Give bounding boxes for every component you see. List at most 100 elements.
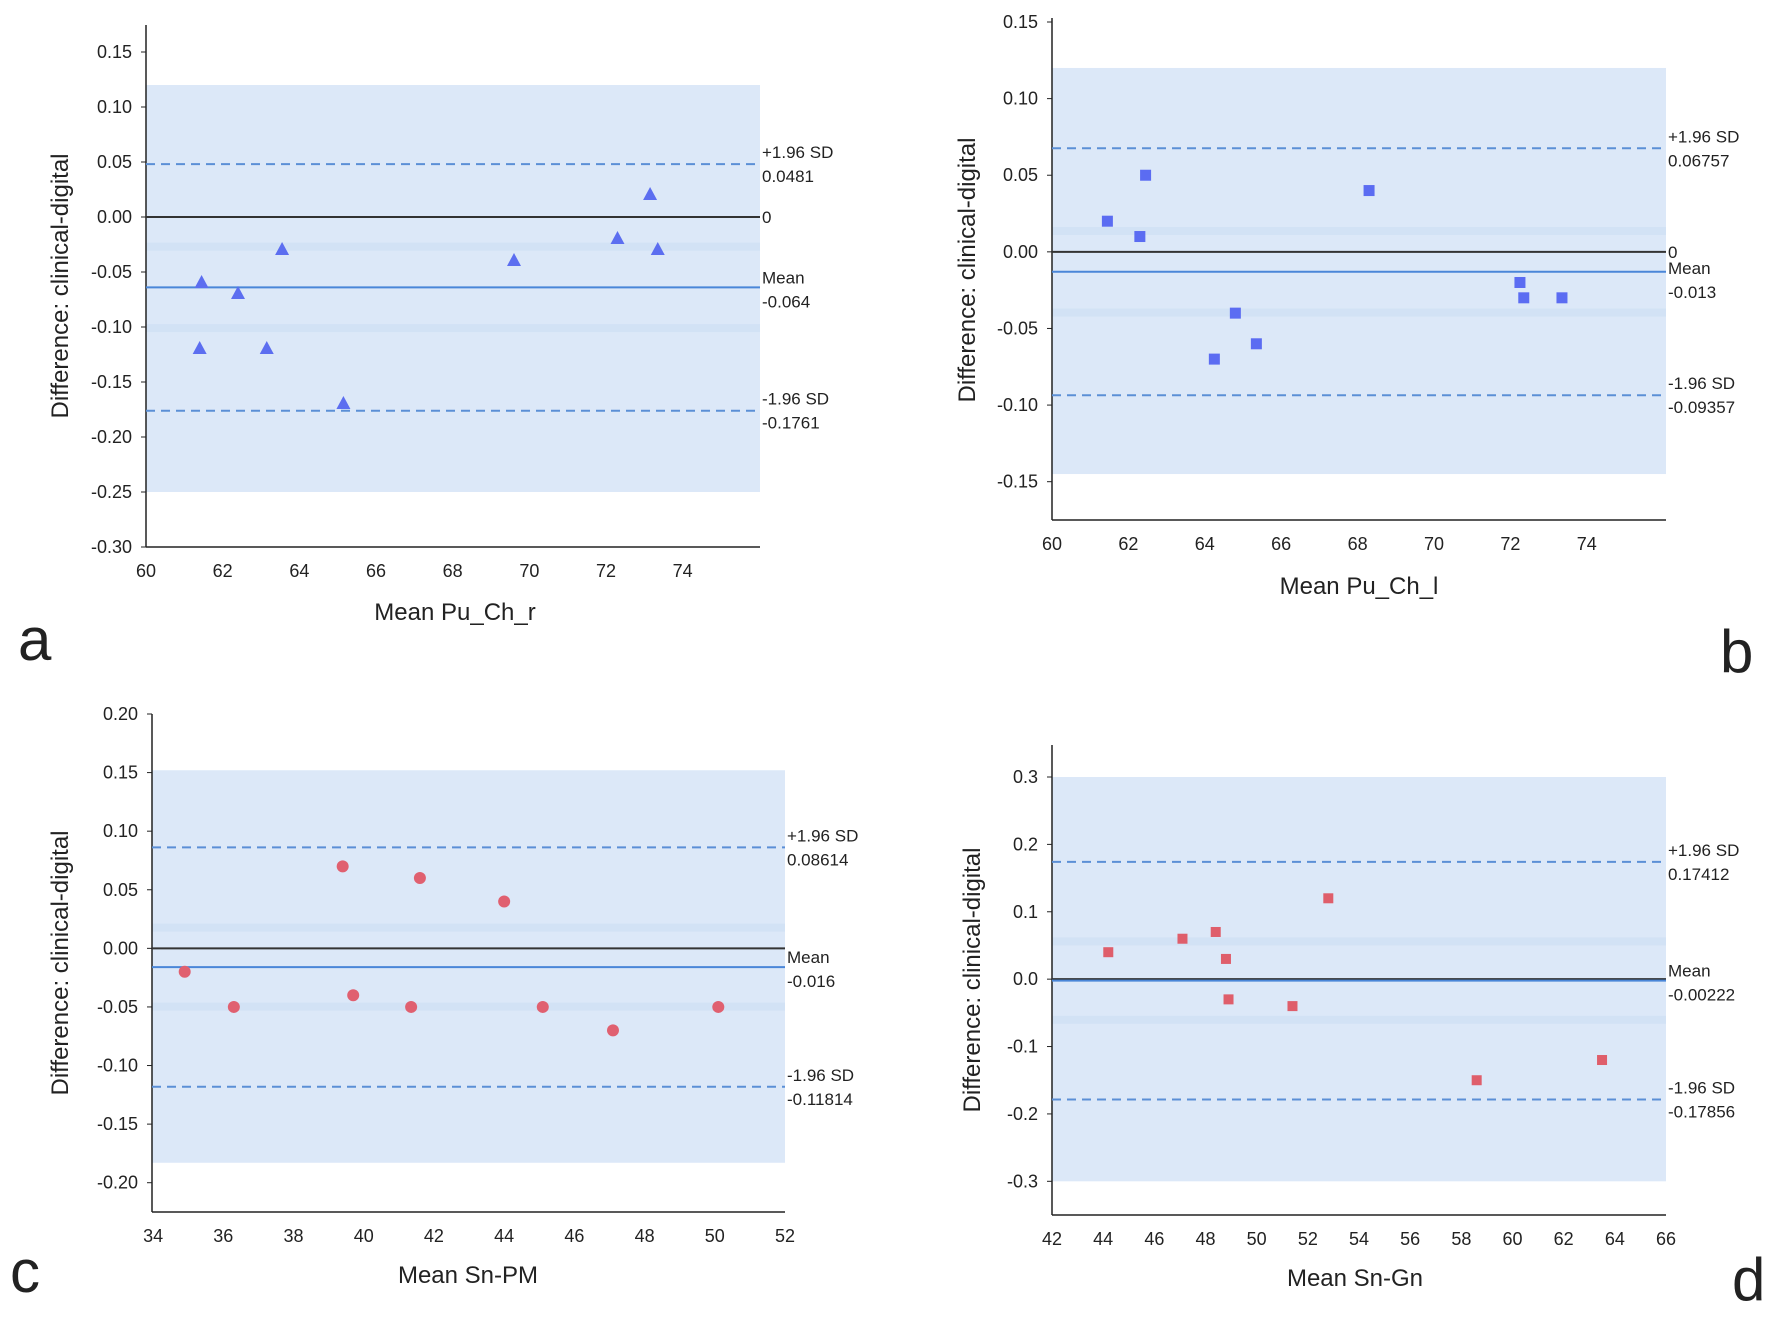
data-point [1223, 994, 1234, 1005]
agreement-band [146, 85, 760, 492]
y-axis-label: Difference: clinical-digital [954, 137, 981, 402]
panel-label: d [1732, 1246, 1765, 1313]
data-point [498, 895, 511, 908]
upper-limit-value: 0.06757 [1668, 151, 1729, 170]
x-tick-label: 60 [1502, 1229, 1522, 1249]
y-tick-label: -0.1 [1007, 1037, 1038, 1057]
x-tick-label: 72 [596, 561, 616, 581]
band-stripe [1052, 308, 1666, 317]
upper-limit-value: 0.08614 [787, 850, 848, 869]
x-tick-label: 42 [1042, 1229, 1062, 1249]
y-tick-label: 0.00 [103, 938, 138, 958]
y-tick-label: -0.20 [91, 427, 132, 447]
data-point [413, 872, 426, 885]
panel-label: a [18, 606, 52, 673]
x-tick-label: 66 [366, 561, 386, 581]
x-tick-label: 68 [443, 561, 463, 581]
lower-limit-label: -1.96 SD [1668, 374, 1735, 393]
y-tick-label: -0.2 [1007, 1104, 1038, 1124]
y-tick-label: 0.10 [103, 821, 138, 841]
y-tick-label: -0.30 [91, 537, 132, 557]
zero-line-label: 0 [1668, 243, 1677, 262]
data-point [1103, 947, 1114, 958]
x-tick-label: 44 [494, 1226, 514, 1246]
lower-limit-value: -0.17856 [1668, 1102, 1735, 1121]
y-tick-label: -0.05 [91, 262, 132, 282]
panel-label: c [10, 1238, 40, 1305]
data-point [347, 989, 360, 1002]
panel-c: 0.20 0.15 0.10 0.05 0.00 -0.05 -0.10 -0.15 -0.20… [10, 704, 858, 1305]
data-point [1556, 292, 1568, 304]
data-point [192, 341, 207, 354]
y-tick-label: 0.05 [103, 880, 138, 900]
y-tick-label: 0.00 [1003, 242, 1038, 262]
x-tick-label: 74 [673, 561, 693, 581]
panel-b: 0.15 0.10 0.05 0.00 -0.05 -0.10 -0.15 60 62 64 66 6… [954, 12, 1753, 685]
data-point [259, 341, 274, 354]
x-tick-label: 64 [1195, 534, 1215, 554]
x-tick-label: 66 [1656, 1229, 1676, 1249]
upper-limit-value: 0.17412 [1668, 865, 1729, 884]
data-point [1518, 292, 1530, 304]
mean-value: -0.064 [762, 292, 810, 311]
data-point [712, 1000, 725, 1013]
x-tick-label: 42 [424, 1226, 444, 1246]
x-tick-label: 48 [1195, 1229, 1215, 1249]
y-tick-label: 0.00 [97, 207, 132, 227]
data-point [606, 1024, 619, 1037]
y-tick-label: -0.10 [97, 1056, 138, 1076]
data-point [405, 1000, 418, 1013]
x-tick-label: 66 [1271, 534, 1291, 554]
y-tick-label: 0.20 [103, 704, 138, 724]
x-tick-label: 62 [1118, 534, 1138, 554]
y-tick-label: 0.05 [1003, 165, 1038, 185]
data-point [610, 231, 625, 244]
data-point [1140, 169, 1152, 181]
x-tick-label: 64 [289, 561, 309, 581]
y-tick-label: -0.15 [97, 1114, 138, 1134]
y-tick-label: -0.05 [997, 318, 1038, 338]
upper-limit-label: +1.96 SD [762, 143, 833, 162]
x-tick-label: 56 [1400, 1229, 1420, 1249]
x-axis-label: Mean Pu_Ch_l [1280, 573, 1439, 600]
data-point [178, 965, 191, 978]
lower-limit-value: -0.1761 [762, 414, 820, 433]
y-tick-label: 0.15 [103, 763, 138, 783]
y-tick-label: -0.10 [997, 395, 1038, 415]
data-point [336, 860, 349, 873]
data-point [227, 1000, 240, 1013]
mean-value: -0.00222 [1668, 986, 1735, 1005]
band-stripe [152, 923, 785, 932]
data-point [507, 253, 521, 266]
mean-value: -0.013 [1668, 283, 1716, 302]
x-tick-label: 62 [213, 561, 233, 581]
y-tick-label: 0.2 [1013, 834, 1038, 854]
x-axis-label: Mean Sn-Gn [1287, 1265, 1423, 1292]
data-point [1210, 926, 1221, 937]
lower-limit-label: -1.96 SD [762, 390, 829, 409]
data-point [1134, 231, 1146, 243]
y-tick-label: 0.15 [1003, 12, 1038, 32]
x-tick-label: 38 [284, 1226, 304, 1246]
panel-d: 0.3 0.2 0.1 0.0 -0.1 -0.2 -0.3 42 44 46 48 50 52 54 56… [959, 745, 1765, 1313]
y-axis-label: Difference: clinical-digital [47, 830, 74, 1095]
y-tick-label: 0.15 [97, 42, 132, 62]
data-point [650, 242, 665, 255]
mean-value: -0.016 [787, 972, 835, 991]
y-axis-label: Difference: clinical-digital [959, 847, 986, 1112]
data-point [1208, 353, 1220, 365]
y-tick-label: -0.20 [97, 1173, 138, 1193]
y-tick-label: 0.1 [1013, 902, 1038, 922]
y-tick-label: 0.3 [1013, 767, 1038, 787]
x-tick-label: 54 [1349, 1229, 1369, 1249]
x-tick-label: 70 [519, 561, 539, 581]
data-point [275, 242, 290, 255]
x-tick-label: 68 [1348, 534, 1368, 554]
y-axis-label: Difference: clinical-digital [47, 153, 74, 418]
x-tick-label: 74 [1577, 534, 1597, 554]
band-stripe [1052, 937, 1666, 946]
y-tick-label: 0.10 [1003, 89, 1038, 109]
lower-limit-value: -0.11814 [787, 1090, 853, 1109]
mean-label: Mean [762, 268, 805, 287]
